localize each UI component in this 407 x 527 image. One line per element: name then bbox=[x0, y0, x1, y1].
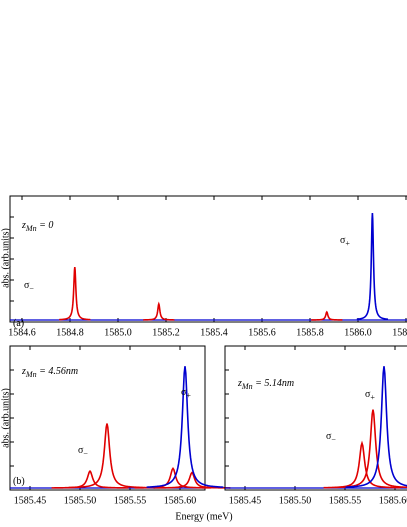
annotation-text: σ bbox=[78, 445, 84, 456]
peak bbox=[311, 310, 343, 321]
annotation-sub: + bbox=[370, 393, 375, 402]
peak bbox=[334, 409, 407, 489]
y-axis-title: abs. (arb.units) bbox=[0, 228, 11, 288]
peak bbox=[345, 366, 407, 488]
annotation-sub: + bbox=[345, 239, 350, 248]
x-tick-label: 1585.55 bbox=[329, 495, 362, 506]
annotation-after: = 5.14nm bbox=[253, 378, 294, 389]
annotation-text: z bbox=[237, 378, 242, 389]
annotation-text: σ bbox=[340, 235, 346, 246]
annotation-sub: Mn bbox=[25, 370, 37, 379]
x-tick-label: 1585.2 bbox=[152, 327, 180, 338]
annotation-after: = 4.56nm bbox=[37, 366, 78, 377]
peak bbox=[59, 267, 91, 321]
plot-frame bbox=[9, 195, 407, 323]
annotation-sub: − bbox=[83, 449, 88, 458]
x-tick-label: 1585.45 bbox=[229, 495, 262, 506]
annotation-sub: + bbox=[186, 391, 191, 400]
annotation: σ− bbox=[24, 280, 34, 293]
annotation-sub: Mn bbox=[25, 224, 37, 233]
annotation: σ+ bbox=[181, 387, 191, 400]
peak bbox=[143, 301, 175, 321]
x-axis-title: Energy (meV) bbox=[175, 511, 232, 522]
x-tick-label: 1586.2 bbox=[392, 327, 407, 338]
x-tick-label: 1585.0 bbox=[104, 327, 132, 338]
annotation-text: (a) bbox=[13, 318, 24, 329]
annotation: σ− bbox=[326, 431, 336, 444]
annotation-text: z bbox=[21, 366, 26, 377]
annotation: (b) bbox=[13, 476, 25, 487]
x-tick-label: 1585.50 bbox=[279, 495, 312, 506]
annotation: σ− bbox=[78, 445, 88, 458]
x-tick-label: 1584.8 bbox=[56, 327, 84, 338]
annotation-text: z bbox=[21, 220, 26, 231]
peak bbox=[153, 471, 231, 489]
x-tick-label: 1585.60 bbox=[379, 495, 407, 506]
annotation-after: = 0 bbox=[37, 220, 54, 231]
x-tick-label: 1585.4 bbox=[200, 327, 228, 338]
panel: 1585.45 1585.50 1585.55 1585.60 zMn = 5.14nm… bbox=[224, 345, 407, 506]
x-tick-label: 1585.50 bbox=[64, 495, 97, 506]
annotation-text: (b) bbox=[13, 476, 25, 487]
annotation-sub: Mn bbox=[241, 382, 253, 391]
x-tick-label: 1585.55 bbox=[114, 495, 147, 506]
annotation: zMn = 5.14nm bbox=[237, 378, 294, 391]
peak bbox=[146, 366, 224, 488]
panel: 1584.6 1584.8 1585.0 1585.2 1585.4 1585.6 1585… bbox=[0, 195, 407, 338]
annotation: σ+ bbox=[340, 235, 350, 248]
peak bbox=[356, 212, 389, 321]
annotation-text: σ bbox=[326, 431, 332, 442]
annotation-text: σ bbox=[365, 389, 371, 400]
x-tick-label: 1585.60 bbox=[164, 495, 197, 506]
annotation-text: σ bbox=[24, 280, 30, 291]
annotation-sub: − bbox=[29, 284, 34, 293]
annotation-sub: − bbox=[331, 435, 336, 444]
annotation: zMn = 4.56nm bbox=[21, 366, 78, 379]
x-tick-label: 1585.6 bbox=[248, 327, 276, 338]
x-tick-label: 1584.6 bbox=[8, 327, 36, 338]
x-tick-label: 1585.45 bbox=[14, 495, 47, 506]
x-tick-label: 1586.0 bbox=[344, 327, 372, 338]
annotation: zMn = 0 bbox=[21, 220, 53, 233]
peak bbox=[68, 423, 146, 489]
annotation: (a) bbox=[13, 318, 24, 329]
x-tick-label: 1585.8 bbox=[296, 327, 324, 338]
plot-frame bbox=[224, 345, 407, 491]
y-axis-title: abs. (arb.units) bbox=[0, 388, 11, 448]
panel: 1585.45 1585.50 1585.55 1585.60 abs. (arb.un… bbox=[0, 345, 231, 506]
annotation: σ+ bbox=[365, 389, 375, 402]
annotation-text: σ bbox=[181, 387, 187, 398]
peak bbox=[51, 469, 129, 489]
